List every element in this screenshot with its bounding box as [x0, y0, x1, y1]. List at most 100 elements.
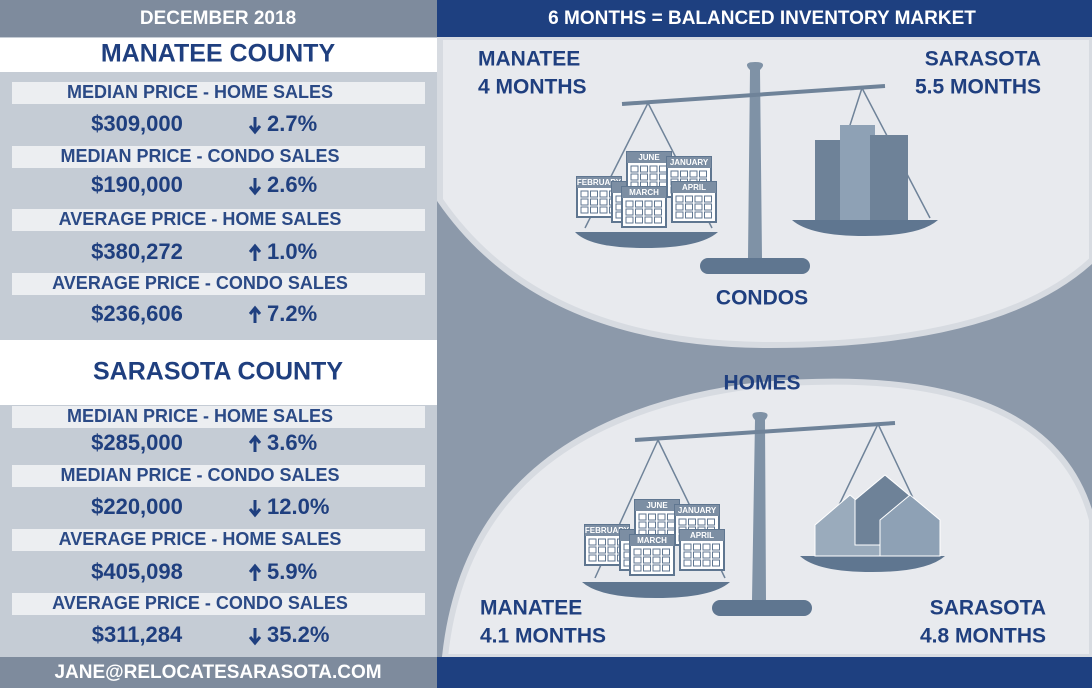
calendar-cell: [654, 208, 662, 216]
calendar-cell: [693, 559, 701, 567]
calendar-cell: [712, 543, 720, 551]
calendar-cell: [654, 200, 662, 208]
calendar-month: JUNE: [646, 501, 668, 510]
stat-label-band: [12, 465, 425, 487]
calendar-top: [672, 182, 716, 193]
calendar-month: APRIL: [690, 531, 714, 540]
stat-change: 12.0%: [267, 494, 329, 519]
condo-label: CONDOS: [716, 287, 808, 310]
calendar-top: [680, 530, 724, 541]
stat-label-band: [12, 209, 425, 231]
stat-change: 1.0%: [267, 239, 317, 264]
calendar-top: [577, 177, 621, 188]
calendar-cell: [598, 554, 606, 562]
calendar-cell: [590, 190, 598, 198]
change-arrow: [248, 178, 262, 196]
calendar-cell: [704, 195, 712, 203]
calendar-cell: [630, 173, 639, 181]
calendar-cell: [633, 556, 642, 564]
calendar-cell: [652, 548, 661, 556]
stat-label: AVERAGE PRICE - HOME SALES: [59, 209, 342, 229]
calendar-cell: [649, 165, 658, 173]
change-arrow: [248, 628, 262, 646]
calendar-cell: [638, 513, 647, 521]
homes-sarasota-months: 4.8 MONTHS: [920, 625, 1046, 648]
calendar-cell: [607, 538, 616, 546]
calendar-month: MARCH: [637, 536, 667, 545]
right-footer-band: [437, 657, 1092, 688]
calendar-cell: [607, 554, 616, 562]
change-arrow: [248, 243, 262, 261]
calendar-cell: [643, 556, 651, 564]
condo-bowl: [437, 34, 1092, 349]
calendar-cell: [662, 548, 670, 556]
stat-label: MEDIAN PRICE - HOME SALES: [67, 82, 333, 102]
calendar-month: APRIL: [682, 183, 706, 192]
stat-label-band: [12, 593, 425, 615]
calendar-cell: [689, 170, 698, 178]
calendar-cell: [633, 548, 642, 556]
condo-manatee-months: 4 MONTHS: [478, 76, 587, 99]
calendar-cell: [590, 198, 598, 206]
calendar-cell: [644, 216, 653, 224]
calendar-cell: [662, 564, 670, 572]
right-header: 6 MONTHS = BALANCED INVENTORY MARKET: [548, 8, 976, 29]
stat-change: 5.9%: [267, 559, 317, 584]
calendar-cell: [630, 165, 639, 173]
stat-change: 35.2%: [267, 622, 329, 647]
calendar-cell: [652, 556, 661, 564]
left-header-band: [0, 0, 437, 37]
stat-label: MEDIAN PRICE - CONDO SALES: [60, 146, 339, 166]
stat-label-band: [12, 82, 425, 104]
condo-sarasota-name: SARASOTA: [925, 48, 1041, 71]
calendar-cell: [697, 518, 706, 526]
stat-price: $380,272: [91, 239, 183, 264]
calendar-top: [627, 152, 671, 163]
calendar-month: JANUARY: [678, 506, 717, 515]
change-arrow: [248, 434, 262, 452]
stat-price: $190,000: [91, 172, 183, 197]
homes-manatee-months: 4.1 MONTHS: [480, 625, 606, 648]
calendar-cell: [638, 521, 647, 529]
calendar-cell: [683, 543, 692, 551]
stat-price: $236,606: [91, 301, 183, 326]
calendar-cell: [688, 518, 696, 526]
change-arrow: [248, 117, 262, 135]
change-arrow: [248, 563, 262, 581]
calendar-cell: [685, 195, 693, 203]
calendar-top: [635, 500, 679, 511]
calendar-top: [675, 505, 719, 516]
calendar-cell: [598, 546, 606, 554]
calendar-cell: [644, 200, 653, 208]
change-arrow: [248, 305, 262, 323]
right-header-band: [437, 0, 1092, 37]
homes-manatee-name: MANATEE: [480, 597, 582, 620]
stat-price: $309,000: [91, 111, 183, 136]
condo-scale: [575, 62, 938, 274]
calendar-cell: [694, 195, 703, 203]
calendar-cell: [657, 513, 666, 521]
calendar-cell: [678, 518, 687, 526]
calendar-cell: [693, 543, 701, 551]
calendar-cell: [683, 559, 692, 567]
footer-band: [0, 657, 437, 688]
stat-price: $405,098: [91, 559, 183, 584]
calendar-cell: [625, 200, 634, 208]
calendar-cell: [675, 195, 684, 203]
calendar-cell: [694, 211, 703, 219]
stat-label-band: [12, 146, 425, 168]
calendar-cell: [712, 551, 720, 559]
calendar-cell: [670, 170, 679, 178]
stat-price: $311,284: [92, 622, 183, 647]
calendar-top: [585, 525, 629, 536]
stats: MANATEE COUNTY MEDIAN PRICE - HOME SALES $…: [0, 38, 437, 647]
stat-price: $285,000: [91, 430, 183, 455]
calendar-cell: [662, 556, 670, 564]
calendar-cell: [580, 198, 589, 206]
calendar-cell: [704, 203, 712, 211]
calendar-month: FEBRUARY: [577, 178, 622, 187]
stat-change: 2.7%: [267, 111, 317, 136]
stat-change: 7.2%: [267, 301, 317, 326]
county-band: [0, 38, 437, 72]
